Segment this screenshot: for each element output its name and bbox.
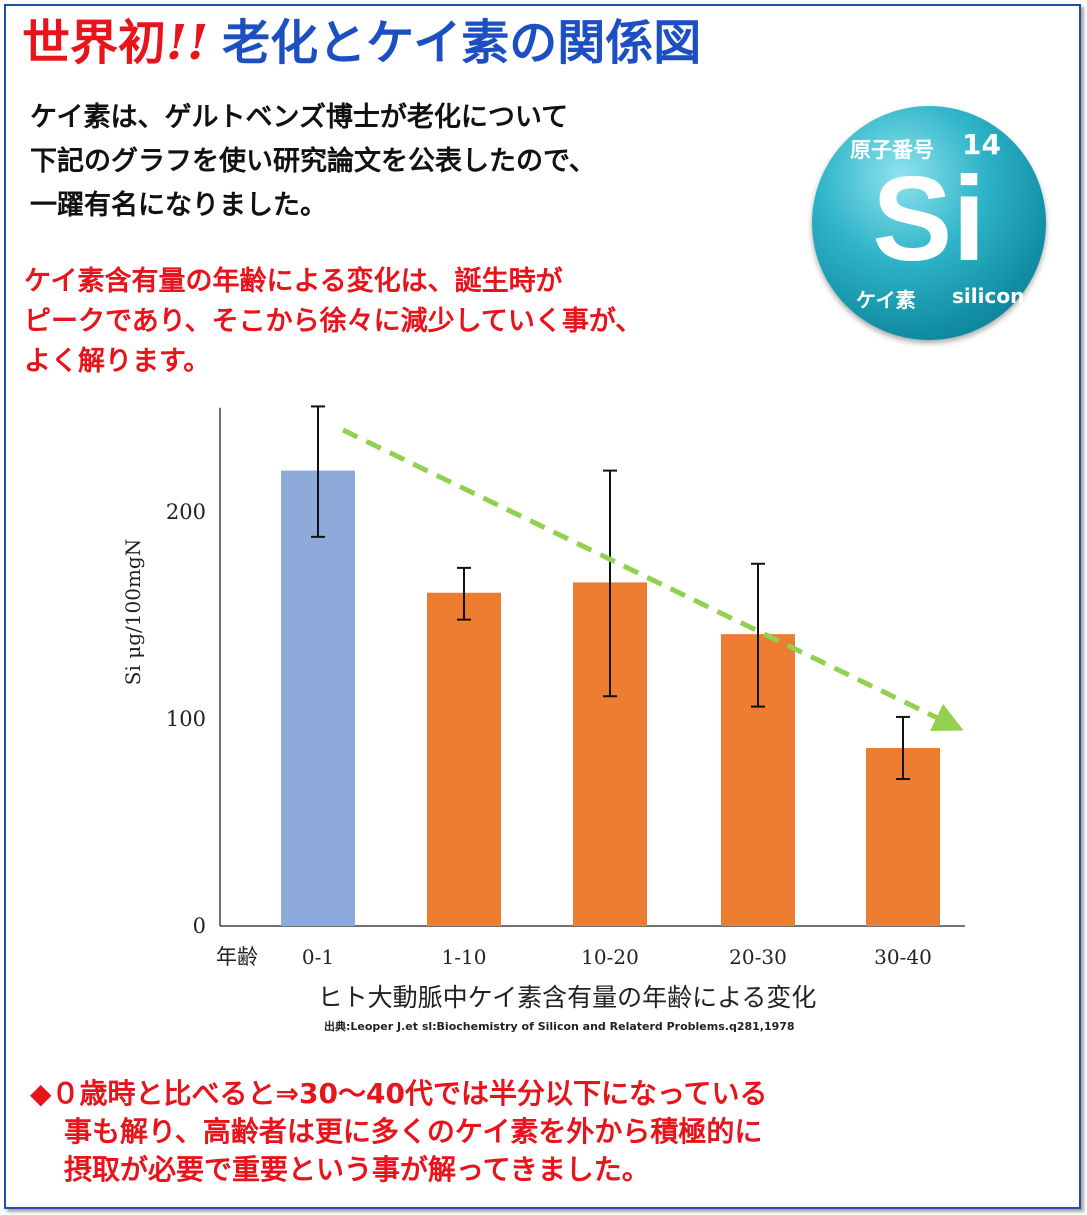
atomic-number: 14 <box>962 128 1001 161</box>
intro-text: ケイ素は、ゲルトベンズ博士が老化について 下記のグラフを使い研究論文を公表したの… <box>30 96 810 228</box>
x-tick-label: 1-10 <box>442 945 487 969</box>
page-title: 世界初!! 老化とケイ素の関係図 <box>22 8 701 78</box>
y-tick-label: 100 <box>166 707 206 731</box>
highlight-line: ケイ素含有量の年齢による変化は、誕生時が <box>24 266 563 297</box>
conclusion-line: 事も解り、高齢者は更に多くのケイ素を外から積極的に <box>64 1115 763 1148</box>
element-name-jp: ケイ素 <box>856 288 916 312</box>
conclusion-line-text: ０歳時と比べると⇒30〜40代では半分以下になっている <box>51 1077 768 1110</box>
intro-line: ケイ素は、ゲルトベンズ博士が老化について <box>30 102 569 133</box>
y-axis-label: Si μg/100mgN <box>121 539 145 685</box>
x-tick-label: 30-40 <box>874 945 932 969</box>
intro-line: 一躍有名になりました。 <box>30 190 327 221</box>
age-axis-label: 年齢 <box>216 945 258 969</box>
conclusion-line: 摂取が必要で重要という事が解ってきました。 <box>64 1153 650 1186</box>
source-citation: 出典:Leoper J.et sl:Biochemistry of Silico… <box>324 1019 795 1033</box>
atomic-number-label: 原子番号 <box>850 138 934 162</box>
trend-arrow <box>341 427 964 731</box>
bar-1-10 <box>427 592 501 926</box>
highlight-text: ケイ素含有量の年齢による変化は、誕生時が ピークであり、そこから徐々に減少してい… <box>24 262 884 382</box>
bar-0-1 <box>281 470 355 926</box>
highlight-line: よく解ります。 <box>24 346 211 377</box>
x-tick-label: 0-1 <box>302 945 334 969</box>
conclusion-text: ◆０歳時と比べると⇒30〜40代では半分以下になっている 事も解り、高齢者は更に… <box>30 1075 1030 1189</box>
x-tick-label: 20-30 <box>729 945 787 969</box>
highlight-line: ピークであり、そこから徐々に減少していく事が、 <box>24 306 643 337</box>
diamond-bullet-icon: ◆ <box>30 1077 52 1110</box>
conclusion-line: ◆０歳時と比べると⇒30〜40代では半分以下になっている <box>30 1075 1030 1113</box>
element-symbol: Si <box>872 152 986 286</box>
x-tick-label: 10-20 <box>581 945 639 969</box>
title-red-part: 世界初 <box>22 15 167 71</box>
silicon-element-badge: 原子番号 14 Si ケイ素 silicon <box>812 106 1046 340</box>
title-blue-part: 老化とケイ素の関係図 <box>222 15 702 71</box>
y-tick-label: 0 <box>193 914 206 938</box>
x-axis-caption: ヒト大動脈中ケイ素含有量の年齢による変化 <box>318 983 817 1012</box>
y-tick-label: 200 <box>166 500 206 524</box>
intro-line: 下記のグラフを使い研究論文を公表したので、 <box>30 146 596 177</box>
title-exclamation: !! <box>166 15 209 71</box>
element-name-en: silicon <box>952 284 1025 308</box>
